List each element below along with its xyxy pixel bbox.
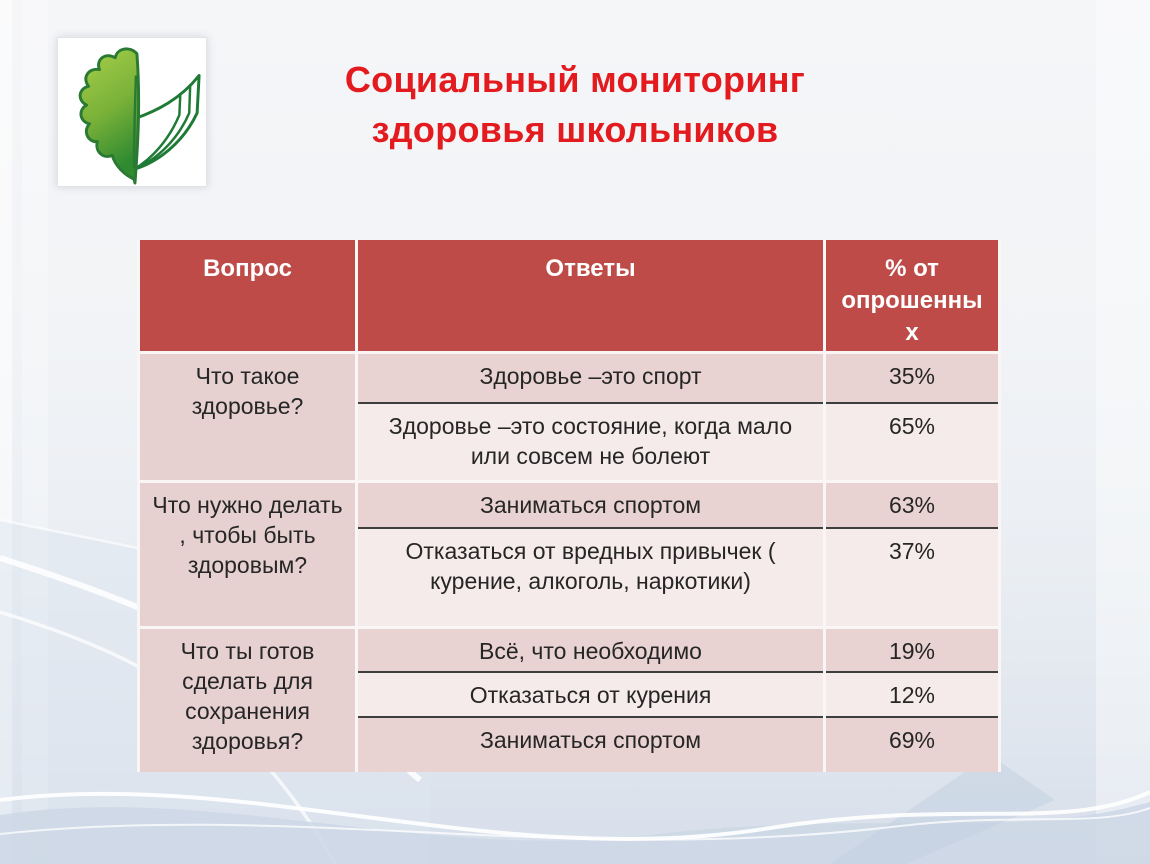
slide-title-line-2: здоровья школьников [371, 109, 779, 150]
slide-title-line-1: Социальный мониторинг [344, 59, 806, 100]
percent-cell: 35% [823, 350, 1001, 403]
table-row: Здоровье –это состояние, когда мало или … [139, 402, 1001, 481]
table-row: Отказаться от курения 12% [139, 670, 1001, 717]
column-header-percent-line: х [905, 319, 919, 346]
column-header-percent-line: опрошенны [841, 287, 983, 314]
slide-title: Социальный мониторинг здоровья школьнико… [150, 55, 1000, 155]
answer-cell: Заниматься спортом [355, 479, 826, 528]
percent-cell: 19% [823, 625, 1001, 672]
table-row: Отказаться от вредных привычек ( курение… [139, 527, 1001, 627]
percent-cell: 12% [823, 670, 1001, 717]
logo [57, 37, 207, 187]
question-cell: Что нужно делать , чтобы быть здоровым? [137, 479, 358, 627]
answer-cell: Заниматься спортом [355, 715, 826, 772]
column-header-percent-line: % от [885, 255, 939, 282]
percent-cell: 37% [823, 527, 1001, 627]
table-header-row: Вопрос Ответы % от опрошенны х [137, 240, 1001, 354]
table-row: Что такое здоровье? Здоровье –это спорт … [137, 350, 1001, 481]
percent-cell: 65% [823, 402, 1001, 481]
leaf-book-logo-icon [78, 47, 201, 185]
table-row: Что ты готов сделать для сохранения здор… [137, 625, 1001, 772]
answer-cell: Здоровье –это спорт [355, 350, 826, 403]
table-row: Заниматься спортом 69% [139, 715, 1001, 772]
answer-cell: Отказаться от вредных привычек ( курение… [355, 527, 826, 627]
answer-cell: Здоровье –это состояние, когда мало или … [355, 402, 826, 481]
percent-cell: 63% [823, 479, 1001, 528]
question-cell: Что такое здоровье? [137, 350, 358, 481]
answer-cell: Всё, что необходимо [355, 625, 826, 672]
survey-table: Вопрос Ответы % от опрошенны х Что такое… [137, 240, 1001, 772]
column-header-percent: % от опрошенны х [823, 240, 1001, 354]
column-header-answers: Ответы [355, 240, 826, 354]
question-cell: Что ты готов сделать для сохранения здор… [137, 625, 358, 772]
answer-cell: Отказаться от курения [355, 670, 826, 717]
percent-cell: 69% [823, 715, 1001, 772]
table-row: Что нужно делать , чтобы быть здоровым? … [137, 479, 1001, 627]
column-header-question: Вопрос [137, 240, 358, 354]
